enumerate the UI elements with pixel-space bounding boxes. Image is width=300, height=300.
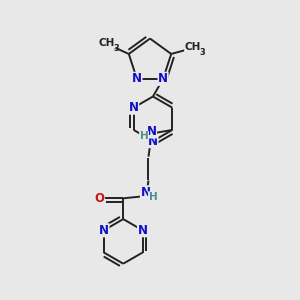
Text: N: N <box>99 224 109 237</box>
Text: CH: CH <box>99 38 115 48</box>
Text: 3: 3 <box>200 48 205 57</box>
Text: N: N <box>146 125 157 138</box>
Text: CH: CH <box>185 41 201 52</box>
Text: O: O <box>94 192 104 205</box>
Text: N: N <box>129 101 139 114</box>
Text: H: H <box>140 131 148 142</box>
Text: N: N <box>132 72 142 86</box>
Text: N: N <box>140 186 151 199</box>
Text: N: N <box>158 72 168 86</box>
Text: 3: 3 <box>114 44 119 53</box>
Text: N: N <box>148 135 158 148</box>
Text: N: N <box>137 224 148 237</box>
Text: H: H <box>148 192 157 202</box>
